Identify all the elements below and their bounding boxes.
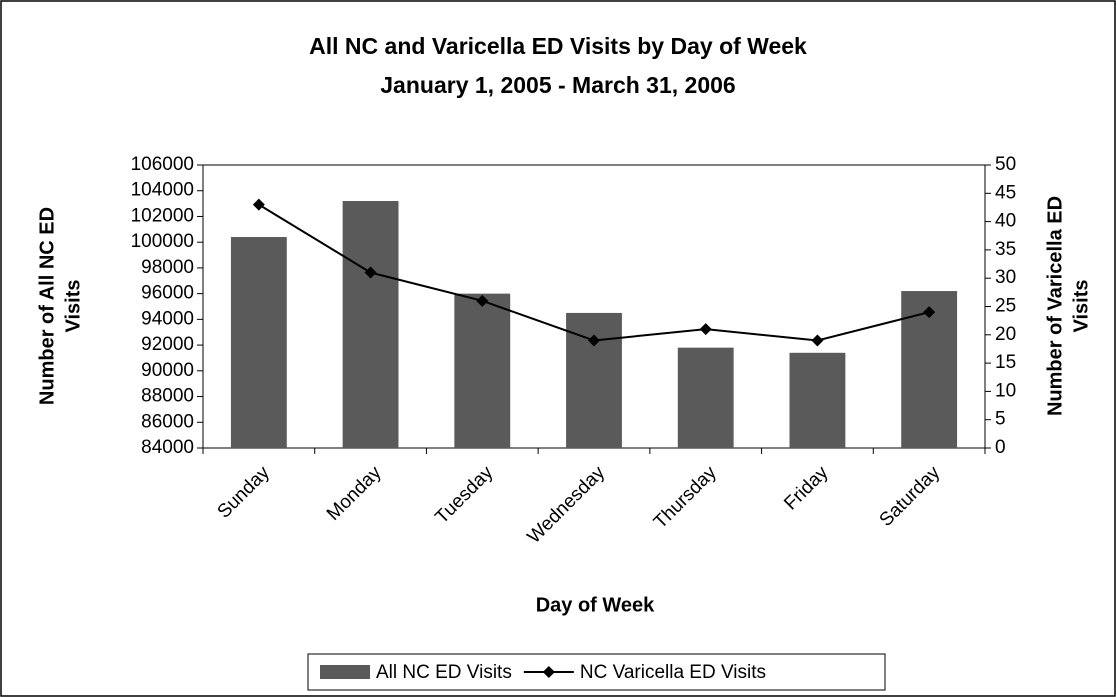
y2-tick-label: 45 [995,182,1016,203]
bar [789,352,846,448]
y2-tick-label: 40 [995,211,1016,232]
y2-tick-label: 5 [995,409,1006,430]
y2-tick-label: 35 [995,239,1016,260]
y2-axis-label-line: Number of Varicella ED [1044,196,1066,416]
y-axis-label: Number of All NC ED Visits [36,207,84,405]
line-marker [364,266,377,279]
legend-swatch [320,665,370,679]
y-tick-label: 94000 [141,308,194,329]
legend: All NC ED Visits NC Varicella ED Visits [307,653,886,691]
y-axis-label-line: Visits [62,280,84,333]
y-tick-label: 88000 [141,386,194,407]
legend-marker [542,666,555,678]
line-marker [923,306,936,319]
line-marker [811,334,824,347]
bar [342,201,399,448]
y-tick-label: 90000 [141,360,194,381]
y-tick-label: 104000 [131,180,194,201]
chart-title: All NC and Varicella ED Visits by Day of… [309,33,807,59]
y-tick-label: 84000 [141,437,194,458]
bar [677,347,734,448]
line-marker [588,334,600,347]
bar [454,293,511,448]
y-tick-label: 102000 [131,205,194,226]
y2-axis-label: Number of Varicella ED Visits [1044,196,1092,416]
y2-tick-label: 15 [995,352,1016,373]
y-tick-label: 92000 [141,334,194,355]
y-tick-label: 106000 [131,154,194,175]
legend-box [307,653,886,691]
y2-tick-label: 25 [995,296,1016,317]
legend-label: NC Varicella ED Visits [580,662,766,683]
bar [230,237,287,448]
y2-tick-label: 50 [995,154,1016,175]
y-tick-label: 96000 [141,283,194,304]
x-axis-label: Day of Week [536,594,655,616]
y2-tick-label: 20 [995,324,1016,345]
y-tick-label: 100000 [131,231,194,252]
legend-label: All NC ED Visits [376,662,512,683]
line-marker [476,294,489,307]
y-tick-label: 98000 [141,257,194,278]
y2-tick-label: 0 [995,437,1006,458]
line-marker [252,198,265,211]
line-marker [699,323,712,336]
y-tick-label: 86000 [141,411,194,432]
y2-tick-label: 10 [995,380,1016,401]
chart-subtitle: January 1, 2005 - March 31, 2006 [380,72,735,98]
y2-tick-label: 30 [995,267,1016,288]
y2-axis-label-line: Visits [1070,280,1092,333]
y-axis-label-line: Number of All NC ED [36,207,58,405]
